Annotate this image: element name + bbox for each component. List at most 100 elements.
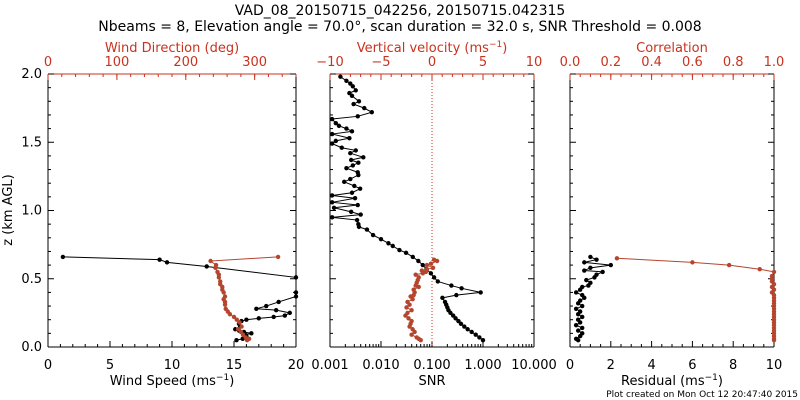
wind-speed-point [282,313,288,318]
y-tick-label: 0.5 [21,272,42,287]
vertical-velocity-point [410,297,415,302]
snr-point [469,329,474,335]
x-tick-label: 0 [44,358,52,373]
snr-point [353,148,358,153]
snr-point [478,290,483,295]
snr-point [333,120,339,126]
top-tick-label: 100 [104,55,129,70]
residual-point [575,328,581,333]
vertical-velocity-point [430,265,436,271]
x-tick-label: 15 [226,358,243,373]
snr-point [347,90,352,96]
vertical-velocity-point [409,332,414,337]
wind-direction-point [275,254,281,260]
vertical-velocity-point [412,329,417,335]
top-tick-label: 1.0 [764,55,785,70]
wind-speed-line [62,256,297,341]
y-tick-label: 1.5 [21,135,42,150]
top-tick-label: 0.2 [600,55,621,70]
vertical-velocity-point [406,316,411,321]
vertical-velocity-point [409,307,414,313]
snr-point [356,99,362,104]
snr-point [347,135,352,141]
x-tick-label: 20 [288,358,305,373]
wind-direction-point [240,332,246,337]
wind-direction-point [227,312,233,317]
snr-point [339,145,344,150]
x-tick-label: 6 [688,358,696,373]
snr-point [350,163,356,168]
y-axis-label: z (km AGL) [1,174,16,245]
snr-point [353,88,358,93]
residual-point [575,312,581,317]
vertical-velocity-point [407,324,412,329]
snr-point [329,200,335,205]
x-tick-label: 10.000 [511,358,557,373]
snr-point [449,283,454,288]
snr-point [342,179,347,185]
wind-direction-point [213,265,218,271]
correlation-point [771,269,777,275]
correlation-point [757,266,762,272]
wind-speed-point [234,337,239,343]
residual-point [578,333,583,339]
snr-point [454,292,459,298]
wind-speed-point [293,294,299,299]
snr-point [477,335,482,340]
snr-point [351,101,356,107]
residual-point [582,260,587,265]
residual-point [578,320,583,325]
snr-point [386,241,391,246]
chart-title: VAD_08_20150715_042256, 20150715.042315 [235,3,566,19]
snr-point [420,262,425,268]
snr-point [349,93,355,99]
snr-point [329,141,335,146]
snr-point [356,160,361,165]
wind-speed-point [204,264,209,269]
snr-point [357,186,363,191]
snr-point [338,74,343,79]
x-tick-label: 4 [647,358,655,373]
snr-point [480,337,486,343]
snr-point [349,129,355,134]
snr-point [465,327,470,332]
snr-point [348,150,353,156]
snr-point [354,217,360,223]
wind-direction-line [209,256,279,341]
x-tick-label: 10 [766,358,783,373]
top-tick-label: 0.6 [682,55,703,70]
snr-point [350,84,356,89]
snr-point [329,131,335,137]
residual-point [582,268,587,273]
snr-point [370,232,376,238]
snr-point [348,176,353,182]
snr-point [336,123,342,129]
snr-point [333,138,339,144]
top-tick-label: −5 [371,55,390,70]
top-tick-label: 0 [44,55,52,70]
wind-speed-point [264,303,269,309]
residual-point [594,257,599,262]
wind-speed-point [164,260,170,265]
snr-point [459,286,464,291]
wind-speed-point [244,317,249,322]
wind-speed-point [273,307,279,313]
x-tick-label: 5 [106,358,114,373]
x-tick-label: 10 [164,358,181,373]
snr-point [453,316,458,321]
vertical-velocity-point [403,313,408,318]
residual-point [600,269,605,275]
snr-point [348,209,354,215]
bottom-axis-label: Residual (ms−1) [621,373,723,389]
snr-point [352,183,357,189]
x-tick-label: 8 [729,358,737,373]
top-axis-label: Correlation [636,41,708,56]
snr-point [331,205,337,210]
top-tick-label: 0.8 [723,55,744,70]
top-tick-label: 5 [479,55,487,70]
y-tick-label: 1.0 [21,204,42,219]
residual-point [588,254,593,260]
snr-point [356,224,362,230]
